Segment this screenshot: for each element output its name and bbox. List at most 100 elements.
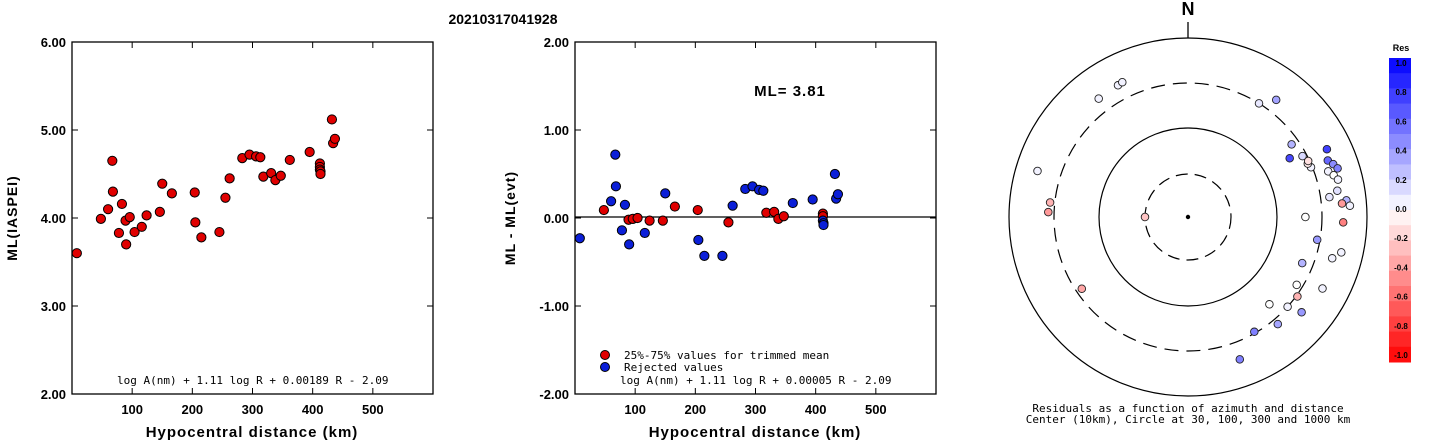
station-markers: [1033, 77, 1355, 364]
station-marker: [1333, 186, 1342, 195]
data-point: [787, 197, 798, 209]
polar-caption-line1: Residuals as a function of azimuth and d…: [1032, 402, 1343, 415]
y-tick-label: 4.00: [41, 211, 66, 226]
colorbar-cell: [1389, 149, 1411, 165]
data-point: [275, 170, 286, 181]
colorbar-title: Res: [1393, 43, 1410, 53]
colorbar-cell: [1389, 331, 1411, 348]
x-tick-label: 100: [121, 402, 143, 417]
data-point: [693, 234, 704, 246]
station-marker: [1327, 254, 1337, 263]
colorbar-label: -0.6: [1394, 293, 1408, 302]
formula-text: log A(nm) + 1.11 log R + 0.00005 R - 2.0…: [620, 374, 892, 387]
data-point: [284, 154, 295, 166]
data-point: [574, 233, 585, 244]
figure-title: 20210317041928: [448, 11, 557, 27]
station-marker: [1297, 308, 1306, 317]
colorbar-cell: [1389, 301, 1411, 317]
colorbar-cell: [1389, 286, 1411, 302]
y-tick-label: -1.00: [539, 299, 569, 314]
data-point: [610, 181, 622, 192]
data-point: [829, 168, 841, 180]
data-point: [624, 239, 635, 250]
station-marker: [1292, 280, 1301, 290]
station-marker: [1333, 164, 1342, 173]
colorbar-cell: [1389, 255, 1411, 272]
data-points: [71, 114, 341, 259]
legend: 25%-75% values for trimmed mean Rejected…: [600, 349, 829, 374]
x-tick-label: 500: [865, 402, 887, 417]
data-point: [606, 196, 617, 207]
y-tick-label: 2.00: [544, 35, 569, 50]
data-point: [778, 211, 789, 222]
colorbar-cell: [1389, 225, 1411, 241]
data-point: [616, 225, 628, 236]
station-marker: [1254, 99, 1264, 108]
station-marker: [1077, 284, 1087, 293]
station-marker: [1094, 94, 1103, 103]
station-marker: [1250, 327, 1259, 337]
data-point: [154, 206, 165, 217]
data-point: [699, 250, 710, 261]
data-point: [807, 194, 818, 205]
legend-label-rejected: Rejected values: [624, 361, 723, 374]
colorbar-labels: 1.0 0.8 0.6 0.4 0.2 0.0 -0.2 -0.4 -0.6 -0.8 -1.0: [1394, 59, 1408, 360]
data-point: [196, 232, 207, 243]
data-point: [832, 189, 844, 200]
data-point: [71, 248, 82, 259]
data-point: [717, 250, 728, 261]
station-marker: [1325, 192, 1334, 202]
x-tick-label: 400: [302, 402, 324, 417]
data-point: [329, 133, 341, 144]
colorbar-label: 0.4: [1395, 147, 1407, 156]
x-tick-label: 100: [624, 402, 646, 417]
colorbar-label: -0.4: [1394, 263, 1408, 272]
data-point: [818, 219, 829, 231]
colorbar-cells: [1389, 58, 1411, 363]
data-point: [124, 212, 135, 223]
y-tick-labels: -2.00 -1.00 0.00 1.00 2.00: [539, 35, 936, 402]
colorbar-cell: [1389, 346, 1411, 363]
station-marker: [1337, 199, 1347, 208]
formula-text: log A(nm) + 1.11 log R + 0.00189 R - 2.0…: [117, 374, 389, 387]
colorbar-label: 0.8: [1395, 88, 1407, 97]
colorbar-label: -0.8: [1394, 322, 1408, 331]
y-tick-label: 2.00: [41, 387, 66, 402]
station-marker: [1293, 292, 1302, 301]
colorbar-cell: [1389, 134, 1411, 150]
data-point: [136, 221, 147, 232]
x-tick-label: 300: [745, 402, 767, 417]
colorbar-label: 0.6: [1395, 117, 1407, 126]
x-tick-labels: 100 200 300 400 500: [121, 42, 384, 417]
x-tick-label: 500: [362, 402, 384, 417]
station-marker: [1298, 151, 1307, 161]
ring-1000km: [1008, 37, 1368, 397]
data-point: [220, 192, 231, 203]
station-marker: [1345, 201, 1355, 210]
x-tick-label: 200: [684, 402, 706, 417]
station-marker: [1235, 355, 1245, 364]
station-marker: [1318, 284, 1327, 293]
station-marker: [1285, 154, 1294, 163]
colorbar-label: -0.2: [1394, 234, 1408, 243]
station-marker: [1118, 77, 1127, 87]
colorbar-cell: [1389, 270, 1411, 287]
y-tick-label: 1.00: [544, 123, 569, 138]
data-point: [103, 204, 114, 215]
colorbar-cell: [1389, 103, 1411, 120]
colorbar-cell: [1389, 210, 1411, 226]
data-point: [107, 186, 119, 197]
station-marker: [1301, 212, 1310, 222]
data-point: [189, 187, 200, 198]
data-point: [121, 239, 132, 250]
colorbar-cell: [1389, 179, 1411, 196]
data-point: [619, 199, 631, 210]
x-tick-label: 300: [242, 402, 264, 417]
data-point: [141, 210, 152, 221]
y-tick-label: -2.00: [539, 387, 569, 402]
x-tick-label: 400: [805, 402, 827, 417]
north-label: N: [1182, 0, 1195, 19]
ml-iaspei-panel: 2.00 3.00 4.00 5.00 6.00 100 200 300 400 500 log…: [4, 35, 434, 441]
station-marker: [1273, 319, 1283, 329]
